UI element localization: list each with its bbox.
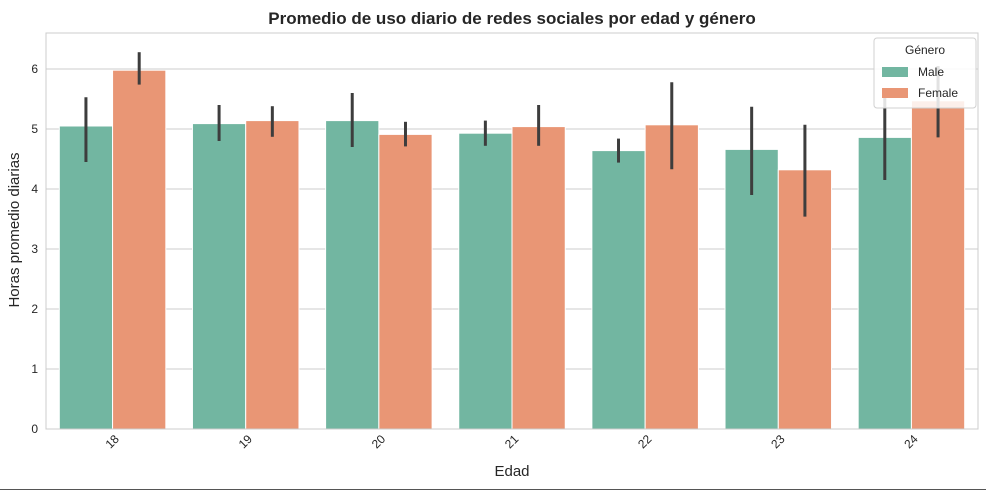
bar-female-20 (378, 133, 433, 430)
legend-swatch-male (882, 67, 908, 77)
bar-female-24 (910, 100, 966, 430)
bar-male-21 (458, 132, 513, 430)
x-tick-label: 20 (369, 432, 389, 452)
y-axis-label: Horas promedio diarias (6, 152, 23, 307)
legend-swatch-female (882, 88, 908, 98)
bar-male-24 (857, 136, 912, 430)
bar-female-21 (511, 126, 566, 430)
x-tick-label: 19 (236, 432, 256, 452)
x-tick-label: 18 (103, 432, 123, 452)
bar-male-19 (191, 123, 247, 430)
x-tick-label: 23 (768, 432, 788, 452)
y-tick-label: 1 (31, 362, 38, 376)
y-tick-label: 2 (31, 302, 38, 316)
bar-male-23 (724, 148, 779, 430)
bar-male-20 (325, 120, 380, 430)
y-tick-label: 5 (31, 122, 38, 136)
chart-title: Promedio de uso diario de redes sociales… (268, 9, 755, 28)
x-tick-label: 21 (502, 432, 522, 452)
bar-male-18 (58, 125, 114, 430)
y-tick-label: 4 (31, 182, 38, 196)
legend-label-male: Male (918, 65, 944, 79)
bottom-rule (0, 489, 986, 490)
plot-frame (45, 32, 979, 430)
x-tick-label: 22 (635, 432, 655, 452)
bar-female-22 (644, 124, 699, 430)
bar-male-22 (591, 150, 646, 430)
y-tick-label: 3 (31, 242, 38, 256)
x-axis-label: Edad (494, 463, 529, 480)
legend-title: Género (905, 43, 945, 57)
y-tick-label: 0 (31, 422, 38, 436)
bar-female-19 (245, 120, 300, 430)
x-tick-label: 24 (901, 432, 921, 452)
bar-female-18 (112, 69, 167, 430)
y-tick-label: 6 (31, 62, 38, 76)
legend-label-female: Female (918, 86, 958, 100)
